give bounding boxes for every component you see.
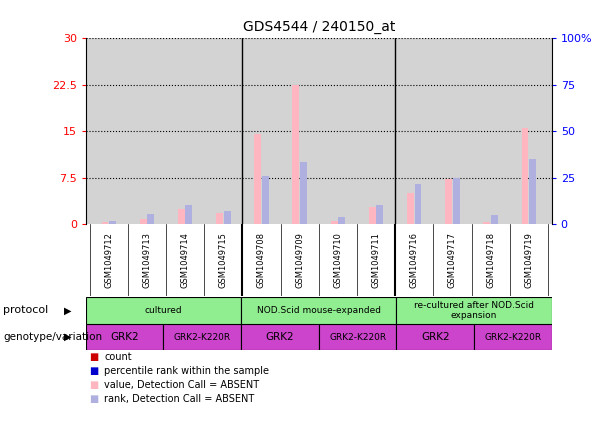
Bar: [140, 219, 147, 224]
Bar: [86, 297, 241, 324]
Bar: [262, 176, 268, 224]
Bar: [474, 324, 552, 350]
Text: re-cultured after NOD.Scid
expansion: re-cultured after NOD.Scid expansion: [414, 301, 534, 320]
Bar: [397, 297, 552, 324]
Bar: [186, 205, 192, 224]
Text: value, Detection Call = ABSENT: value, Detection Call = ABSENT: [104, 380, 259, 390]
Text: protocol: protocol: [3, 305, 48, 316]
Text: ■: ■: [89, 352, 98, 363]
Bar: [369, 207, 376, 224]
Text: GRK2-K220R: GRK2-K220R: [173, 332, 231, 342]
Text: GSM1049719: GSM1049719: [524, 232, 533, 288]
Text: ▶: ▶: [64, 305, 72, 316]
Text: GSM1049709: GSM1049709: [295, 232, 304, 288]
Bar: [216, 213, 223, 224]
Text: GSM1049716: GSM1049716: [409, 232, 419, 288]
Bar: [241, 297, 397, 324]
Text: GSM1049710: GSM1049710: [333, 232, 342, 288]
Text: GSM1049715: GSM1049715: [219, 232, 228, 288]
Text: rank, Detection Call = ABSENT: rank, Detection Call = ABSENT: [104, 394, 254, 404]
Text: GSM1049714: GSM1049714: [181, 232, 189, 288]
Bar: [414, 184, 422, 224]
Text: GSM1049717: GSM1049717: [448, 232, 457, 288]
Bar: [376, 205, 383, 224]
Text: GRK2-K220R: GRK2-K220R: [484, 332, 541, 342]
Bar: [453, 178, 460, 224]
Title: GDS4544 / 240150_at: GDS4544 / 240150_at: [243, 20, 395, 34]
Bar: [292, 85, 299, 224]
Text: ■: ■: [89, 380, 98, 390]
Text: GSM1049708: GSM1049708: [257, 232, 266, 288]
Bar: [254, 134, 261, 224]
Bar: [86, 324, 164, 350]
Text: genotype/variation: genotype/variation: [3, 332, 102, 342]
Bar: [102, 222, 109, 224]
Bar: [300, 162, 307, 224]
Text: GRK2-K220R: GRK2-K220R: [329, 332, 386, 342]
Text: ▶: ▶: [64, 332, 72, 342]
Text: GRK2: GRK2: [421, 332, 449, 342]
Bar: [147, 214, 154, 224]
Bar: [445, 179, 452, 224]
Text: GRK2: GRK2: [110, 332, 139, 342]
Bar: [241, 324, 319, 350]
Bar: [338, 217, 345, 224]
Text: GSM1049711: GSM1049711: [371, 232, 381, 288]
Text: GSM1049712: GSM1049712: [104, 232, 113, 288]
Bar: [397, 324, 474, 350]
Bar: [529, 159, 536, 224]
Text: ■: ■: [89, 394, 98, 404]
Bar: [330, 221, 338, 224]
Bar: [484, 222, 490, 224]
Bar: [407, 193, 414, 224]
Text: count: count: [104, 352, 132, 363]
Bar: [522, 128, 528, 224]
Text: percentile rank within the sample: percentile rank within the sample: [104, 366, 269, 376]
Text: cultured: cultured: [145, 306, 182, 315]
Text: NOD.Scid mouse-expanded: NOD.Scid mouse-expanded: [257, 306, 381, 315]
Bar: [491, 215, 498, 224]
Bar: [164, 324, 241, 350]
Bar: [109, 221, 116, 224]
Bar: [319, 324, 397, 350]
Bar: [224, 211, 230, 224]
Text: GSM1049713: GSM1049713: [142, 232, 151, 288]
Text: GRK2: GRK2: [265, 332, 294, 342]
Bar: [178, 209, 185, 224]
Text: ■: ■: [89, 366, 98, 376]
Text: GSM1049718: GSM1049718: [486, 232, 495, 288]
